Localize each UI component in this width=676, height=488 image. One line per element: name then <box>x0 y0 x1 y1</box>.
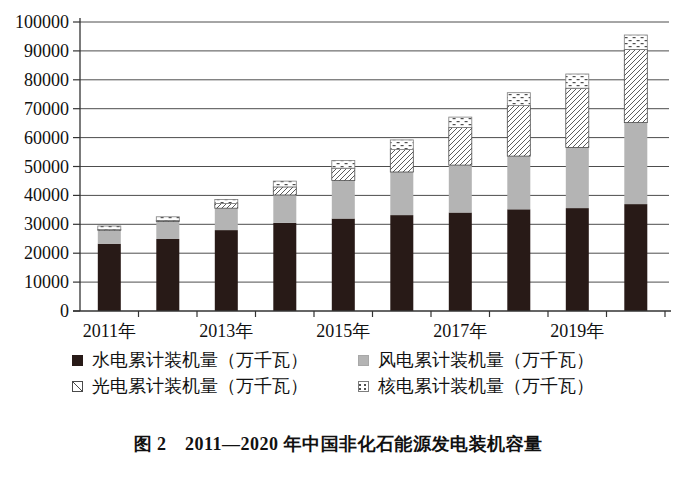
bar-segment <box>507 93 530 106</box>
bar-segment <box>507 106 530 157</box>
y-tick-label: 0 <box>60 301 69 321</box>
bar-segment <box>624 50 647 123</box>
legend-item-hydro: 水电累计装机量（万千瓦） <box>72 350 358 370</box>
bar-segment <box>332 219 355 312</box>
bar-segment <box>156 221 179 239</box>
bar-segment <box>273 223 296 311</box>
y-tick-label: 100000 <box>15 12 69 32</box>
bar-segment <box>449 213 472 312</box>
y-tick-label: 10000 <box>24 272 69 292</box>
bars <box>98 35 648 311</box>
bar-segment <box>332 160 355 168</box>
bar-segment <box>390 150 413 172</box>
legend: 水电累计装机量（万千瓦） 风电累计装机量（万千瓦） 光电累计装机量（万千瓦） 核… <box>72 350 594 396</box>
bar-segment <box>98 226 121 230</box>
bar-segment <box>273 181 296 187</box>
chart-svg: 0 10000 20000 30000 40000 50000 60000 70000 8000… <box>0 0 676 344</box>
wind-legend-marker-icon <box>358 355 369 366</box>
y-tick-label: 30000 <box>24 214 69 234</box>
x-tick-label: 2011年 <box>83 321 136 341</box>
figure-page: 0 10000 20000 30000 40000 50000 60000 70000 8000… <box>0 0 676 488</box>
bar-segment <box>449 128 472 166</box>
nuclear-legend-marker-icon <box>358 381 369 392</box>
bar-segment <box>273 187 296 195</box>
y-tick-label: 20000 <box>24 243 69 263</box>
x-axis-labels: 2011年 2013年 2015年 2017年 2019年 <box>83 321 605 341</box>
y-tick-label: 60000 <box>24 128 69 148</box>
solar-legend-marker-icon <box>72 381 83 392</box>
bar-segment <box>624 204 647 311</box>
legend-item-solar: 光电累计装机量（万千瓦） <box>72 376 358 396</box>
bar-segment <box>507 156 530 209</box>
bar-segment <box>449 117 472 127</box>
hydro-legend-marker-icon <box>72 355 83 366</box>
y-axis-labels: 0 10000 20000 30000 40000 50000 60000 70000 8000… <box>15 12 69 321</box>
bar-segment <box>156 217 179 221</box>
legend-item-wind: 风电累计装机量（万千瓦） <box>358 350 594 370</box>
bar-segment <box>624 35 647 49</box>
bar-segment <box>566 147 589 208</box>
bar-segment <box>273 195 296 223</box>
y-tick-label: 50000 <box>24 157 69 177</box>
bar-segment <box>390 172 413 215</box>
bar-segment <box>566 74 589 88</box>
x-tick-label: 2013年 <box>199 321 253 341</box>
bar-segment <box>390 215 413 311</box>
bar-segment <box>449 165 472 212</box>
bar-segment <box>98 244 121 311</box>
legend-item-nuclear: 核电累计装机量（万千瓦） <box>358 376 594 396</box>
wind-legend-label: 风电累计装机量（万千瓦） <box>378 350 594 370</box>
bar-segment <box>215 208 238 230</box>
bar-segment <box>332 181 355 219</box>
y-tick-label: 40000 <box>24 185 69 205</box>
bar-segment <box>98 230 121 243</box>
bar-segment <box>566 208 589 311</box>
bar-segment <box>390 140 413 150</box>
bar-segment <box>566 88 589 147</box>
bar-segment <box>215 199 238 203</box>
y-tick-label: 80000 <box>24 70 69 90</box>
hydro-legend-label: 水电累计装机量（万千瓦） <box>92 350 308 370</box>
figure-caption: 图 2 2011—2020 年中国非化石能源发电装机容量 <box>0 432 676 456</box>
solar-legend-label: 光电累计装机量（万千瓦） <box>92 376 308 396</box>
bar-segment <box>332 168 355 180</box>
bar-segment <box>156 239 179 311</box>
x-tick-label: 2019年 <box>550 321 604 341</box>
bar-segment <box>624 123 647 205</box>
y-tick-label: 90000 <box>24 41 69 61</box>
x-tick-label: 2015年 <box>316 321 370 341</box>
nuclear-legend-label: 核电累计装机量（万千瓦） <box>378 376 594 396</box>
y-tick-label: 70000 <box>24 99 69 119</box>
bar-segment <box>215 230 238 311</box>
bar-segment <box>215 204 238 209</box>
bar-segment <box>507 209 530 311</box>
x-tick-label: 2017年 <box>433 321 487 341</box>
